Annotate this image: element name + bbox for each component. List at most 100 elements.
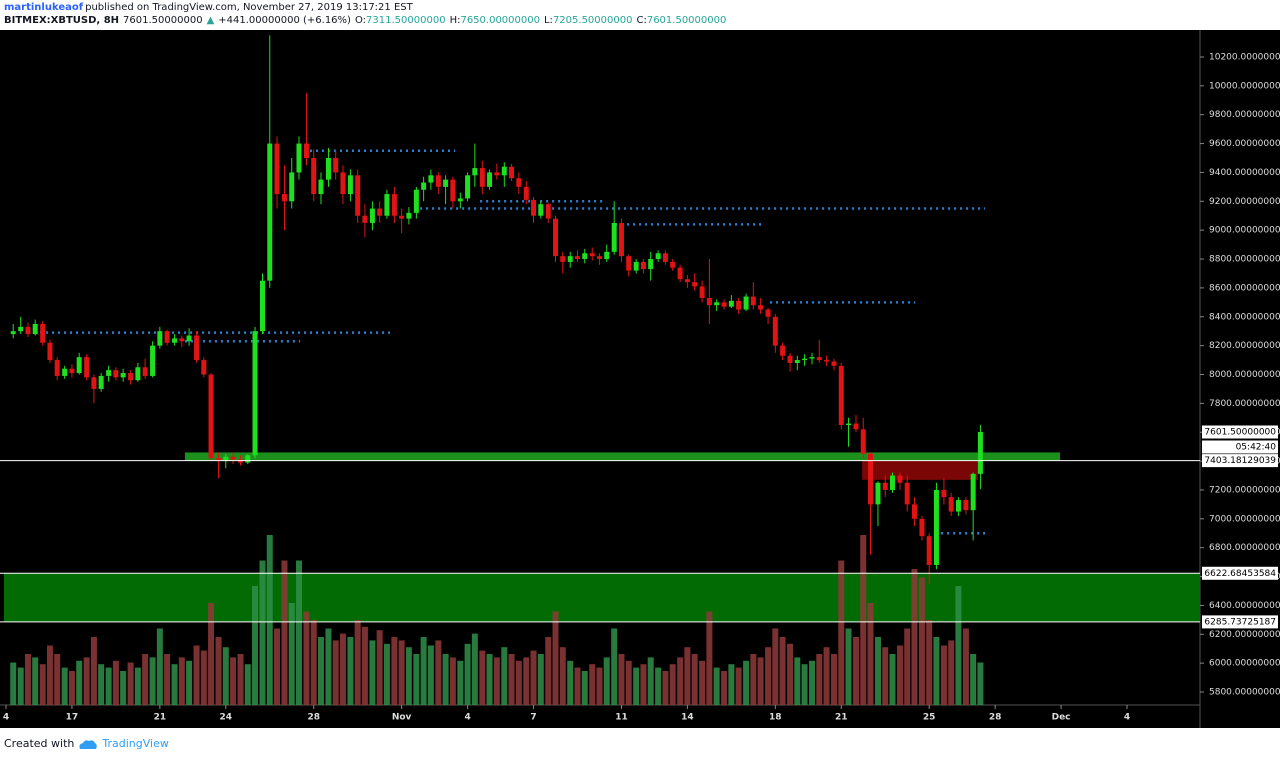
volume-bar: [625, 660, 632, 705]
volume-bar: [860, 535, 867, 705]
candle-body: [758, 305, 764, 310]
header-line-2: BITMEX:XBTUSD, 8H 7601.50000000 ▲ +441.0000…: [4, 15, 730, 26]
volume-bar: [325, 628, 332, 705]
volume-bar: [493, 657, 500, 705]
volume-bar: [647, 657, 654, 705]
candle-body: [91, 377, 97, 389]
candle-body: [47, 342, 53, 361]
candle-body: [164, 331, 170, 343]
x-tick-label: 17: [66, 713, 79, 723]
candle-body: [523, 186, 529, 200]
candle-body: [347, 175, 353, 195]
volume-bar: [801, 664, 808, 705]
x-tick-label: 14: [681, 713, 694, 723]
x-tick-label: 28: [307, 713, 320, 723]
volume-bar: [655, 667, 662, 705]
volume-bar: [156, 628, 163, 705]
created-with: Created with: [4, 737, 75, 750]
candle-body: [662, 253, 668, 262]
logo: [79, 739, 98, 749]
candle-body: [391, 194, 397, 216]
candle-body: [32, 323, 38, 335]
axes: 5800.00000000 6000.00000000 6200.00000000 6…: [0, 52, 1280, 723]
candle-body: [611, 222, 617, 252]
candle-body: [963, 500, 969, 511]
candle-body: [574, 256, 580, 260]
candle-body: [377, 208, 383, 216]
volume-bar: [581, 671, 588, 705]
y-tick-label: 7200.00000000: [1209, 485, 1280, 495]
volume-bar: [339, 633, 346, 705]
volume-bar: [911, 569, 918, 705]
candle-body: [560, 256, 566, 262]
candle-body: [245, 455, 251, 463]
volume-bar: [713, 667, 720, 705]
volume-bar: [889, 654, 896, 705]
candle-body: [648, 259, 654, 270]
arrow: ▲: [206, 15, 215, 26]
candle-body: [194, 335, 200, 361]
symbol: BITMEX:XBTUSD, 8H: [4, 15, 120, 26]
volume-bar: [32, 657, 39, 705]
volume-bar: [845, 628, 852, 705]
volume-bar: [852, 637, 859, 705]
candle-body: [596, 256, 602, 260]
candle-body: [692, 282, 698, 287]
volume-bar: [383, 643, 390, 705]
candle-body: [450, 179, 456, 202]
zone: [184, 452, 1060, 461]
volume-bar: [574, 667, 581, 705]
candle-body: [941, 489, 947, 498]
header-line-1: martinlukeaof published on TradingView.co…: [4, 2, 417, 13]
candle-body: [531, 199, 537, 216]
volume-bar: [90, 637, 97, 705]
candle-body: [201, 360, 207, 375]
y-tick-label: 7000.00000000: [1209, 514, 1280, 524]
y-tick-label: 10200.00000000: [1209, 52, 1280, 62]
candle-body: [384, 194, 390, 216]
y-tick-label: 9400.00000000: [1209, 168, 1280, 178]
volume-bar: [442, 654, 449, 705]
candle-body: [780, 345, 786, 356]
low: 7205.50000000: [552, 15, 633, 26]
level-label-box: [1202, 566, 1278, 580]
candle-body: [736, 300, 742, 310]
volume-bar: [134, 667, 141, 705]
candle-body: [362, 215, 368, 223]
volume-bar: [926, 620, 933, 705]
candle-body: [911, 504, 917, 519]
volume-bar: [787, 643, 794, 705]
volume-bar: [918, 577, 925, 705]
level-label: 7403.18129039: [1204, 456, 1276, 466]
plot-area: [4, 35, 1200, 705]
candle-body: [296, 143, 302, 173]
candle-body: [582, 253, 588, 260]
brand[interactable]: TradingView: [102, 737, 169, 750]
candle-body: [333, 157, 339, 173]
candle-body: [340, 172, 346, 195]
candle-body: [18, 326, 24, 332]
volume-bar: [83, 657, 90, 705]
volume-bar: [611, 628, 618, 705]
publisher[interactable]: martinlukeaof: [4, 2, 84, 13]
y-tick-label: 8400.00000000: [1209, 312, 1280, 322]
candle-body: [933, 489, 939, 566]
candle-body: [926, 536, 932, 566]
candle-body: [128, 373, 134, 381]
x-tick-label: 21: [835, 713, 848, 723]
volume-bar: [420, 637, 427, 705]
candle-body: [54, 360, 60, 376]
candle-body: [421, 182, 427, 190]
candle-body: [501, 166, 507, 176]
volume-bar: [970, 654, 977, 705]
volume-bar: [618, 654, 625, 705]
volume-bar: [376, 630, 383, 705]
volume-bar: [230, 657, 237, 705]
volume-bar: [677, 657, 684, 705]
c-label: C:: [636, 15, 647, 26]
volume-bar: [76, 660, 83, 705]
volume-bar: [24, 654, 31, 705]
h-label: H:: [449, 15, 461, 26]
candle-body: [897, 475, 903, 483]
